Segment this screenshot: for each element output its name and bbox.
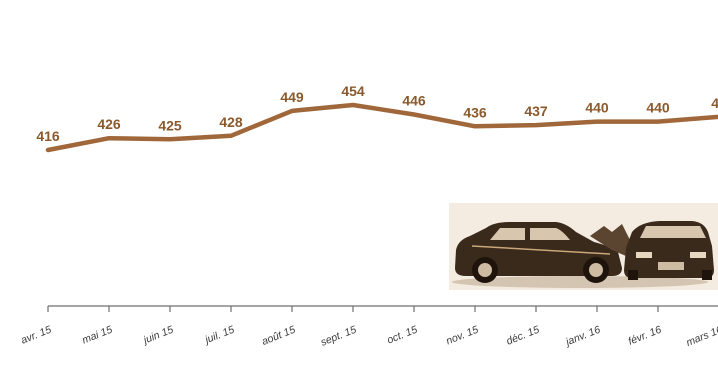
car-shadow xyxy=(452,276,708,288)
x-tick-label: avr. 15 xyxy=(19,324,53,347)
left-car-trim xyxy=(471,245,611,255)
x-tick-label: juin 15 xyxy=(140,324,175,348)
right-car-windshield xyxy=(640,226,706,238)
right-car-wheel xyxy=(702,270,712,280)
crumpled-hood xyxy=(590,224,630,256)
right-car-plate xyxy=(658,262,684,270)
data-label: 436 xyxy=(463,104,487,120)
right-car-wheel xyxy=(628,270,638,280)
data-label: 44 xyxy=(711,95,718,111)
x-tick-label: juil. 15 xyxy=(202,324,237,347)
series-line xyxy=(45,102,718,153)
x-tick-label: nov. 15 xyxy=(444,324,480,348)
data-label: 454 xyxy=(341,83,365,99)
x-tick-labels: avr. 15 mai 15 juin 15 juil. 15 août 15 sept.… xyxy=(19,324,718,349)
right-car-headlight xyxy=(690,252,706,258)
x-tick-label: mars 16 xyxy=(684,324,718,349)
data-label: 449 xyxy=(280,89,304,105)
x-axis xyxy=(47,305,718,312)
data-label: 446 xyxy=(402,92,426,108)
left-car-hubcap xyxy=(478,263,492,277)
series-layer xyxy=(45,102,718,153)
x-tick-label: oct. 15 xyxy=(385,324,419,347)
data-label: 425 xyxy=(158,117,182,133)
data-label: 440 xyxy=(585,100,609,116)
left-car-window xyxy=(530,228,570,240)
x-tick-label: déc. 15 xyxy=(505,324,542,348)
data-label: 440 xyxy=(646,100,670,116)
data-label: 437 xyxy=(524,103,548,119)
car-crash-icon xyxy=(449,203,718,290)
x-tick-label: janv. 16 xyxy=(562,324,602,349)
x-tick-label: août 15 xyxy=(260,324,297,348)
data-label: 416 xyxy=(36,128,60,144)
right-car-headlight xyxy=(636,252,652,258)
data-label: 426 xyxy=(97,116,121,132)
left-car-window xyxy=(490,228,525,240)
data-label: 428 xyxy=(219,114,243,130)
x-tick-label: mai 15 xyxy=(80,324,114,347)
x-tick-label: févr. 16 xyxy=(627,324,664,348)
left-car-hubcap xyxy=(589,263,603,277)
data-labels: 416 426 425 428 449 454 446 436 437 440 440 44 xyxy=(36,83,718,144)
x-tick-label: sept. 15 xyxy=(319,324,358,349)
